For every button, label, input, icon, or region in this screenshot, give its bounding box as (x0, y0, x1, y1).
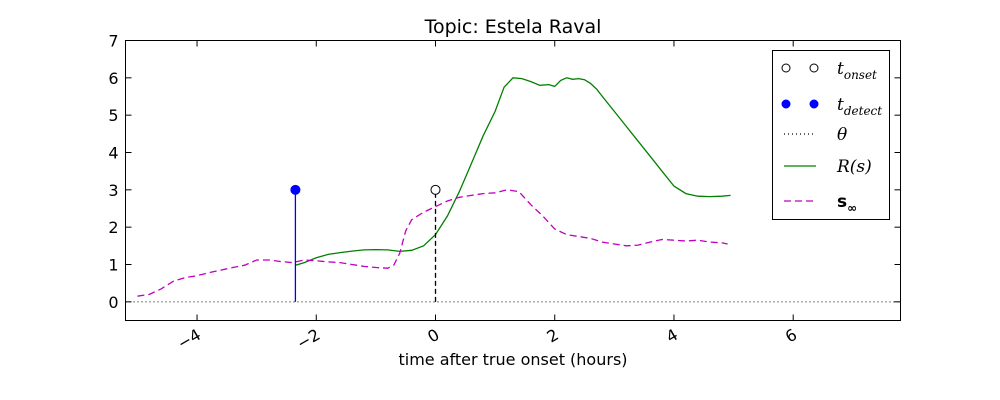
y-tick-label: 4 (108, 144, 118, 163)
y-tick-label: 5 (108, 106, 118, 125)
x-tick-label: 4 (663, 325, 681, 347)
y-tick-label: 7 (108, 32, 118, 51)
y-tick-label: 2 (108, 218, 118, 237)
y-tick-label: 0 (108, 293, 118, 312)
y-tick-label: 1 (108, 256, 118, 275)
legend-label-s_inf: s∞ (837, 192, 857, 215)
legend-label-t_onset: tonset (837, 59, 877, 82)
plot-frame (125, 40, 901, 321)
x-tick-label: 6 (782, 325, 800, 347)
y-tick-label: 3 (108, 181, 118, 200)
legend-marker-t_onset (781, 63, 791, 73)
x-tick-label: 2 (543, 325, 561, 347)
legend-marker-t_detect (809, 99, 819, 109)
x-axis-label: time after true onset (hours) (398, 350, 627, 369)
series-line-s_inf (137, 189, 728, 297)
x-tick-label: 0 (424, 325, 442, 347)
x-tick-label: −2 (293, 325, 323, 353)
legend-label-t_detect: tdetect (837, 95, 882, 118)
plot-area (125, 77, 901, 303)
y-tick-label: 6 (108, 69, 118, 88)
legend: tonset tdetect θ R(s) s∞ (772, 50, 890, 220)
legend-marker-t_onset (809, 63, 819, 73)
legend-label-R: R(s) (836, 157, 872, 177)
series-line-R (295, 77, 731, 266)
legend-box (772, 50, 890, 220)
legend-marker-t_detect (781, 99, 791, 109)
t-detect-marker (290, 184, 301, 195)
legend-label-theta: θ (837, 125, 847, 145)
t-onset-marker (430, 184, 441, 195)
chart-title: Topic: Estela Raval (424, 16, 602, 38)
x-tick-label: −4 (174, 325, 204, 353)
